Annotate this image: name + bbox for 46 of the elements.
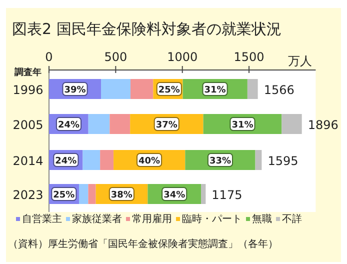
- annotation: 25%: [53, 190, 75, 200]
- bar: [79, 184, 88, 204]
- y-tick-label: 2023: [12, 188, 44, 202]
- bar: [88, 184, 96, 204]
- y-tick-label: 2014: [12, 154, 44, 168]
- total-label: 1595: [268, 154, 298, 168]
- y-axis-title: 調査年: [14, 67, 42, 78]
- annotation: 37%: [156, 120, 178, 130]
- chart-title: 図表2 国民年金保険料対象者の就業状況: [12, 20, 282, 38]
- bar: [247, 79, 258, 99]
- bar: [201, 184, 206, 204]
- annotation: 24%: [55, 156, 77, 166]
- legend-label: 常用雇用: [132, 213, 172, 225]
- x-tick-label: 0: [45, 50, 53, 64]
- total-label: 1566: [264, 83, 294, 97]
- annotation: 31%: [204, 86, 226, 96]
- x-axis-title: 万人: [288, 54, 312, 68]
- annotation: 40%: [138, 156, 160, 166]
- total-label: 1896: [308, 118, 338, 132]
- y-tick-label: 2005: [12, 118, 44, 132]
- annotation: 38%: [110, 190, 132, 200]
- bar: [130, 79, 154, 99]
- legend-label: 不詳: [282, 213, 302, 225]
- x-tick-label: 1000: [167, 50, 198, 64]
- total-label: 1175: [212, 188, 242, 202]
- text: （資料）厚生労働省「国民年金被保険者実態調査」（各年）: [8, 238, 278, 250]
- y-tick-label: 1996: [12, 83, 44, 97]
- bar: [100, 150, 114, 170]
- annotation: 39%: [64, 86, 86, 96]
- bar: [255, 150, 262, 170]
- bar: [101, 79, 130, 99]
- x-tick-label: 1500: [234, 50, 264, 64]
- annotation: 34%: [164, 190, 186, 200]
- bar: [82, 150, 100, 170]
- annotation: 24%: [58, 120, 80, 130]
- legend-label: 家族従業者: [72, 213, 122, 225]
- legend-label: 臨時・パート: [182, 213, 242, 225]
- legend-label: 無職: [252, 213, 272, 225]
- annotation: 31%: [232, 120, 254, 130]
- annotation: 25%: [158, 86, 180, 96]
- bar: [282, 114, 302, 134]
- bar: [88, 114, 110, 134]
- x-tick-label: 500: [104, 50, 128, 64]
- legend-label: 自営業主: [22, 213, 62, 225]
- bar: [110, 114, 130, 134]
- annotation: 33%: [209, 156, 231, 166]
